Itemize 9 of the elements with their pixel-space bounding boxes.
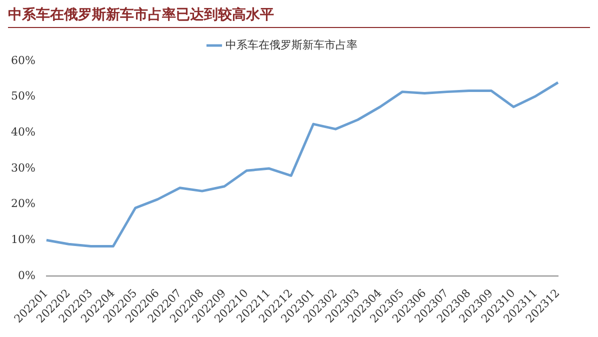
y-tick-label: 40% (10, 126, 36, 139)
y-tick-label: 10% (10, 233, 36, 246)
chart-title: 中系车在俄罗斯新车市占率已达到较高水平 (8, 6, 590, 28)
y-tick-label: 30% (10, 161, 36, 174)
y-tick-label: 60% (10, 54, 36, 67)
y-tick-label: 0% (18, 268, 36, 282)
y-tick-label: 50% (10, 90, 36, 103)
legend-label: 中系车在俄罗斯新车市占率 (225, 38, 358, 52)
y-tick-label: 20% (10, 197, 36, 210)
